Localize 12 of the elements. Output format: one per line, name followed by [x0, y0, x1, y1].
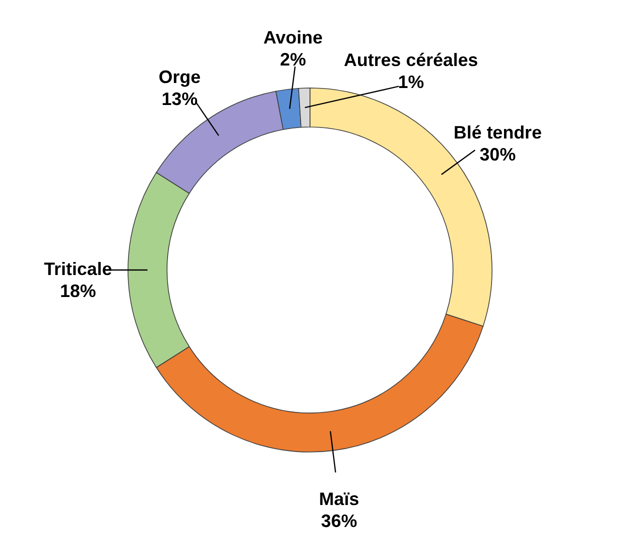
slice-label: Orge	[158, 67, 201, 88]
data-label: 1%	[398, 72, 424, 92]
slice-label: Blé tendre	[454, 122, 542, 143]
slice-label: Triticale	[44, 259, 112, 279]
data-label: 2%	[280, 50, 306, 70]
data-label: 30%	[480, 144, 516, 165]
data-label: 13%	[162, 89, 198, 110]
slice-label: Avoine	[263, 28, 323, 48]
slice-label: Autres céréales	[344, 50, 478, 70]
data-label: 18%	[60, 281, 96, 301]
data-label: 36%	[321, 511, 358, 532]
slice-label: Maïs	[319, 489, 360, 510]
